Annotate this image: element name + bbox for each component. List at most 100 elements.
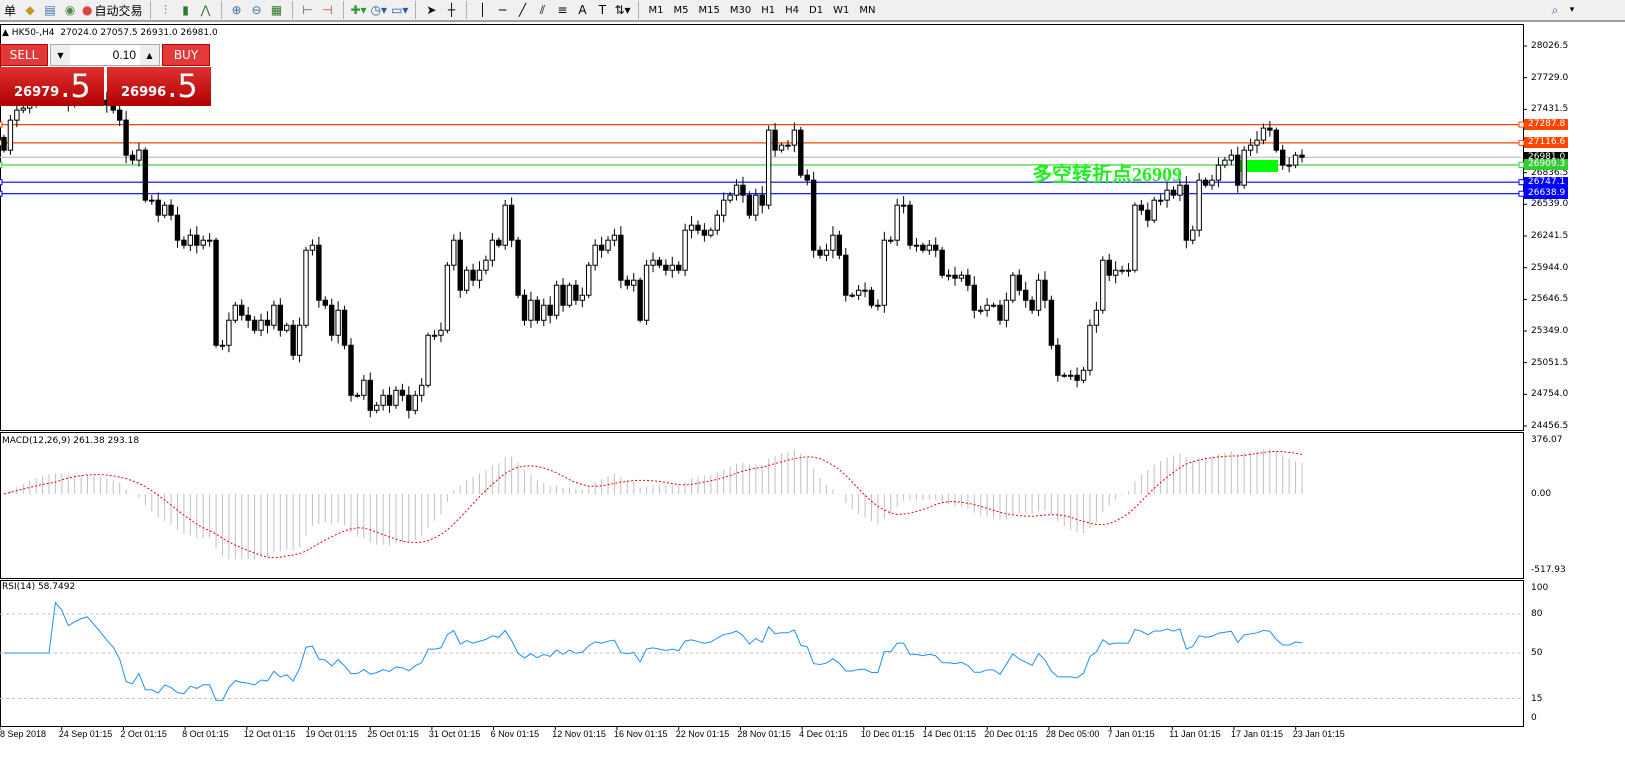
- candle: [1100, 256, 1106, 314]
- timeframe-m5[interactable]: M5: [673, 4, 689, 16]
- candlestick-icon[interactable]: ▮: [182, 3, 189, 17]
- candle: [1151, 196, 1157, 224]
- candle: [271, 300, 277, 330]
- candle: [393, 386, 399, 409]
- candle: [631, 273, 637, 292]
- main-pane: [0, 24, 1524, 431]
- text-icon[interactable]: A: [578, 3, 587, 17]
- orders-menu-partial[interactable]: 单: [3, 3, 16, 18]
- text-label-icon[interactable]: T: [598, 3, 607, 17]
- timeframe-m30[interactable]: M30: [729, 4, 752, 16]
- zoom-in-icon[interactable]: ⊕: [231, 3, 242, 17]
- toolbar-dropdown-icon[interactable]: ▾: [1569, 5, 1575, 15]
- candle: [1080, 366, 1087, 384]
- candle: [20, 104, 26, 114]
- sell-price-button[interactable]: 26979.5: [0, 67, 104, 106]
- timeframe-d1[interactable]: D1: [809, 4, 824, 16]
- periods-icon[interactable]: ◷▾: [370, 3, 388, 17]
- candle: [14, 102, 20, 128]
- time-tick-label: 17 Jan 01:15: [1231, 729, 1284, 739]
- candle: [303, 246, 309, 329]
- candle: [496, 237, 502, 248]
- sell-button[interactable]: SELL: [0, 44, 48, 66]
- candle: [399, 383, 406, 402]
- candle: [1157, 194, 1164, 206]
- level-price-tag: 26909.3: [1524, 159, 1568, 171]
- time-tick-label: 28 Nov 01:15: [737, 729, 791, 739]
- arrows-icon[interactable]: ⇅▾: [614, 3, 631, 17]
- timeframe-h4[interactable]: H4: [785, 4, 800, 16]
- candle: [483, 255, 489, 275]
- auto-trading-button[interactable]: ● 自动交易: [80, 0, 145, 20]
- line-chart-icon[interactable]: ⋀: [200, 3, 211, 17]
- timeframe-m15[interactable]: M15: [698, 4, 720, 16]
- search-icon[interactable]: ⌕: [1551, 2, 1559, 17]
- candle: [258, 313, 264, 337]
- computer-icon[interactable]: ▤: [44, 3, 56, 17]
- signal-icon[interactable]: ◉: [64, 3, 76, 17]
- candles: [1, 81, 1305, 419]
- candle: [508, 197, 515, 248]
- candle: [553, 280, 560, 320]
- candle: [136, 143, 142, 167]
- cursor-icon[interactable]: ➤: [426, 3, 437, 17]
- candle: [598, 236, 605, 258]
- auto-scroll-icon[interactable]: ⊢: [302, 3, 313, 17]
- candle: [1247, 138, 1254, 156]
- price-tick-label: 27431.5: [1531, 104, 1569, 115]
- chart-canvas[interactable]: [0, 22, 1625, 769]
- candle: [965, 268, 971, 292]
- crosshair-icon[interactable]: ┼: [447, 3, 456, 17]
- level-handle[interactable]: [0, 179, 3, 186]
- lot-increase-icon[interactable]: ▲: [146, 50, 153, 60]
- candle: [200, 235, 206, 250]
- candle: [605, 236, 611, 254]
- candle: [123, 111, 129, 164]
- lot-decrease-icon[interactable]: ▼: [57, 50, 64, 60]
- candle: [1215, 157, 1222, 188]
- templates-icon[interactable]: ▭▾: [391, 3, 409, 17]
- candle: [373, 401, 380, 414]
- candle: [290, 320, 296, 360]
- timeframe-mn[interactable]: MN: [859, 4, 876, 16]
- candle: [586, 261, 592, 299]
- chart-header: ▲ HK50-,H4 27024.0 27057.5 26931.0 26981…: [2, 28, 218, 38]
- chart-shift-icon[interactable]: ⊣: [322, 3, 333, 17]
- candle: [798, 126, 804, 179]
- equidistant-channel-icon[interactable]: ⫽: [539, 2, 546, 17]
- candle: [348, 338, 354, 402]
- timeframe-m1[interactable]: M1: [648, 4, 664, 16]
- gold-bar-icon[interactable]: ◆: [25, 3, 35, 17]
- candle: [727, 191, 733, 204]
- candle: [830, 226, 836, 259]
- candle: [579, 287, 586, 308]
- buy-price-button[interactable]: 26996.5: [107, 67, 211, 106]
- auto-trading-label: 自动交易: [94, 3, 143, 18]
- timeframe-w1[interactable]: W1: [833, 4, 850, 16]
- bar-chart-icon[interactable]: ⫶: [163, 2, 167, 17]
- trendline-icon[interactable]: ╱: [518, 3, 527, 17]
- candle: [412, 390, 418, 415]
- lot-input[interactable]: [70, 45, 140, 65]
- level-handle[interactable]: [0, 161, 3, 168]
- collapse-arrow-icon[interactable]: ▲: [2, 28, 12, 38]
- zoom-out-icon[interactable]: ⊖: [251, 3, 262, 17]
- price-tick-label: 25051.5: [1531, 357, 1569, 368]
- timeframe-h1[interactable]: H1: [761, 4, 776, 16]
- vertical-line-icon[interactable]: │: [478, 3, 487, 17]
- price-tick-label: 25646.5: [1531, 294, 1569, 305]
- level-handle[interactable]: [0, 121, 3, 128]
- horizontal-line-icon[interactable]: ─: [498, 3, 507, 17]
- buy-button[interactable]: BUY: [162, 44, 210, 66]
- fibonacci-icon[interactable]: ≡: [557, 3, 568, 17]
- candle: [926, 239, 933, 255]
- level-handle[interactable]: [0, 190, 3, 197]
- candle: [361, 375, 367, 400]
- indicators-icon[interactable]: ✚▾: [350, 3, 367, 17]
- candle: [142, 147, 149, 203]
- candle: [573, 280, 579, 305]
- candle: [1241, 146, 1247, 189]
- tile-windows-icon[interactable]: ▦: [270, 3, 283, 17]
- candle: [875, 299, 881, 311]
- pivot-annotation[interactable]: 多空转折点26909: [1032, 164, 1182, 186]
